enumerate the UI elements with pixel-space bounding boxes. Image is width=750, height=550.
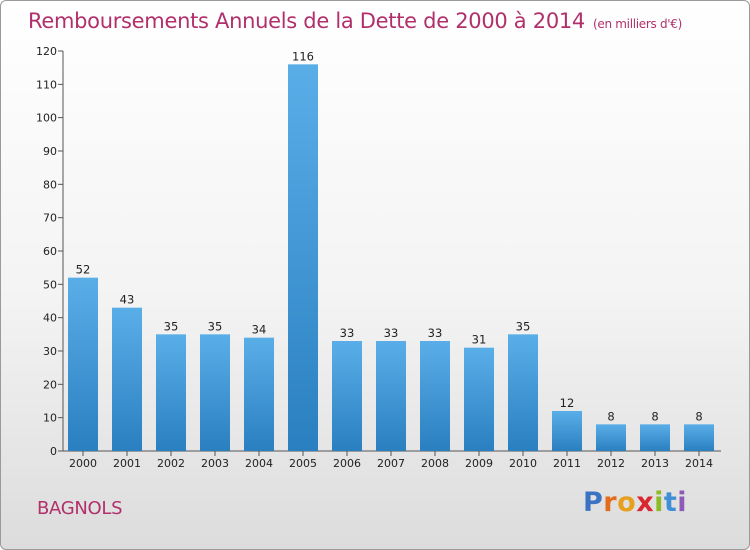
logo-letter: t xyxy=(663,487,678,518)
bar-value-label: 34 xyxy=(252,323,267,337)
logo-letter: r xyxy=(603,487,618,518)
bar xyxy=(332,341,362,451)
x-tick-label: 2014 xyxy=(685,457,713,470)
bar-value-label: 35 xyxy=(516,319,531,333)
x-tick-label: 2009 xyxy=(465,457,493,470)
y-tick-label: 0 xyxy=(50,445,57,458)
bar xyxy=(376,341,406,451)
x-tick-label: 2001 xyxy=(113,457,141,470)
x-tick-label: 2011 xyxy=(553,457,581,470)
x-tick-label: 2012 xyxy=(597,457,625,470)
bar xyxy=(420,341,450,451)
bar-value-label: 52 xyxy=(76,263,91,277)
logo-letter: o xyxy=(617,487,637,518)
proxiti-logo: Proxiti xyxy=(583,487,687,518)
y-tick-label: 80 xyxy=(43,178,57,191)
bar xyxy=(464,347,494,451)
bar-value-label: 35 xyxy=(164,319,179,333)
y-tick-label: 90 xyxy=(43,145,57,158)
x-tick-label: 2010 xyxy=(509,457,537,470)
bar xyxy=(112,307,142,451)
bar-value-label: 8 xyxy=(607,409,614,423)
bar-value-label: 8 xyxy=(651,409,658,423)
x-tick-label: 2013 xyxy=(641,457,669,470)
logo-letter: x xyxy=(636,487,655,518)
chart-title-text: Remboursements Annuels de la Dette de 20… xyxy=(28,9,585,33)
chart-subtitle: (en milliers d'€) xyxy=(593,17,683,31)
logo-letter: i xyxy=(677,487,688,518)
bar-value-label: 43 xyxy=(120,293,135,307)
y-tick-label: 60 xyxy=(43,245,57,258)
bar-value-label: 8 xyxy=(695,409,702,423)
bar-value-label: 12 xyxy=(560,396,575,410)
bar xyxy=(640,424,670,451)
bar xyxy=(200,334,230,451)
bar-value-label: 33 xyxy=(428,326,443,340)
bar xyxy=(156,334,186,451)
bar-value-label: 33 xyxy=(340,326,355,340)
y-tick-label: 20 xyxy=(43,378,57,391)
y-tick-label: 110 xyxy=(36,78,57,91)
bar-value-label: 31 xyxy=(472,333,487,347)
logo-letter: P xyxy=(583,487,604,518)
x-tick-label: 2005 xyxy=(289,457,317,470)
bar xyxy=(596,424,626,451)
y-tick-label: 10 xyxy=(43,412,57,425)
bar xyxy=(552,411,582,451)
bar xyxy=(684,424,714,451)
x-tick-label: 2008 xyxy=(421,457,449,470)
bar-value-label: 116 xyxy=(292,49,314,63)
bar xyxy=(508,334,538,451)
x-tick-label: 2000 xyxy=(69,457,97,470)
bar-value-label: 35 xyxy=(208,319,223,333)
bar xyxy=(288,64,318,452)
x-tick-label: 2003 xyxy=(201,457,229,470)
logo-letter: i xyxy=(654,487,664,518)
x-tick-label: 2004 xyxy=(245,457,273,470)
y-tick-label: 70 xyxy=(43,212,57,225)
y-tick-label: 50 xyxy=(43,278,57,291)
x-tick-label: 2006 xyxy=(333,457,361,470)
y-tick-label: 100 xyxy=(36,112,57,125)
bar xyxy=(68,277,98,451)
x-tick-label: 2007 xyxy=(377,457,405,470)
bar xyxy=(244,337,274,451)
bar-value-label: 33 xyxy=(384,326,399,340)
commune-name: BAGNOLS xyxy=(37,498,123,519)
y-tick-label: 120 xyxy=(36,45,57,58)
y-tick-label: 30 xyxy=(43,345,57,358)
chart-title: Remboursements Annuels de la Dette de 20… xyxy=(28,9,682,33)
y-tick-label: 40 xyxy=(43,312,57,325)
x-tick-label: 2002 xyxy=(157,457,185,470)
